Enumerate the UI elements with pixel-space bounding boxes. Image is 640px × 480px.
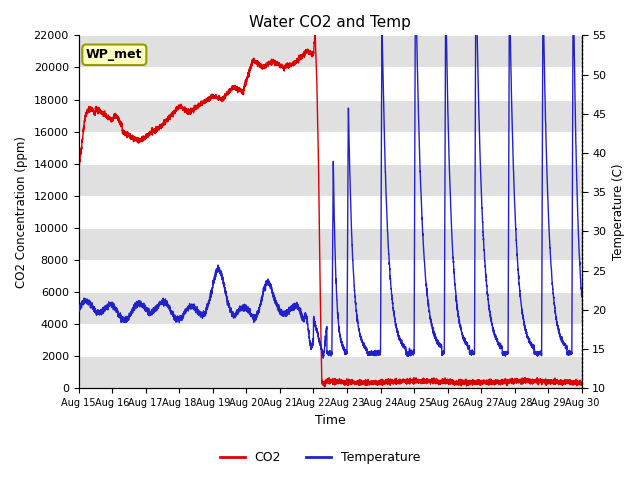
Y-axis label: Temperature (C): Temperature (C) — [612, 164, 625, 260]
Title: Water CO2 and Temp: Water CO2 and Temp — [249, 15, 411, 30]
Legend: CO2, Temperature: CO2, Temperature — [214, 446, 426, 469]
Y-axis label: CO2 Concentration (ppm): CO2 Concentration (ppm) — [15, 136, 28, 288]
Bar — [79, 356, 582, 388]
Bar — [79, 36, 582, 67]
Bar — [79, 228, 582, 260]
Bar — [79, 164, 582, 196]
Text: WP_met: WP_met — [86, 48, 143, 61]
Bar — [79, 292, 582, 324]
X-axis label: Time: Time — [315, 414, 346, 427]
Bar — [79, 99, 582, 132]
